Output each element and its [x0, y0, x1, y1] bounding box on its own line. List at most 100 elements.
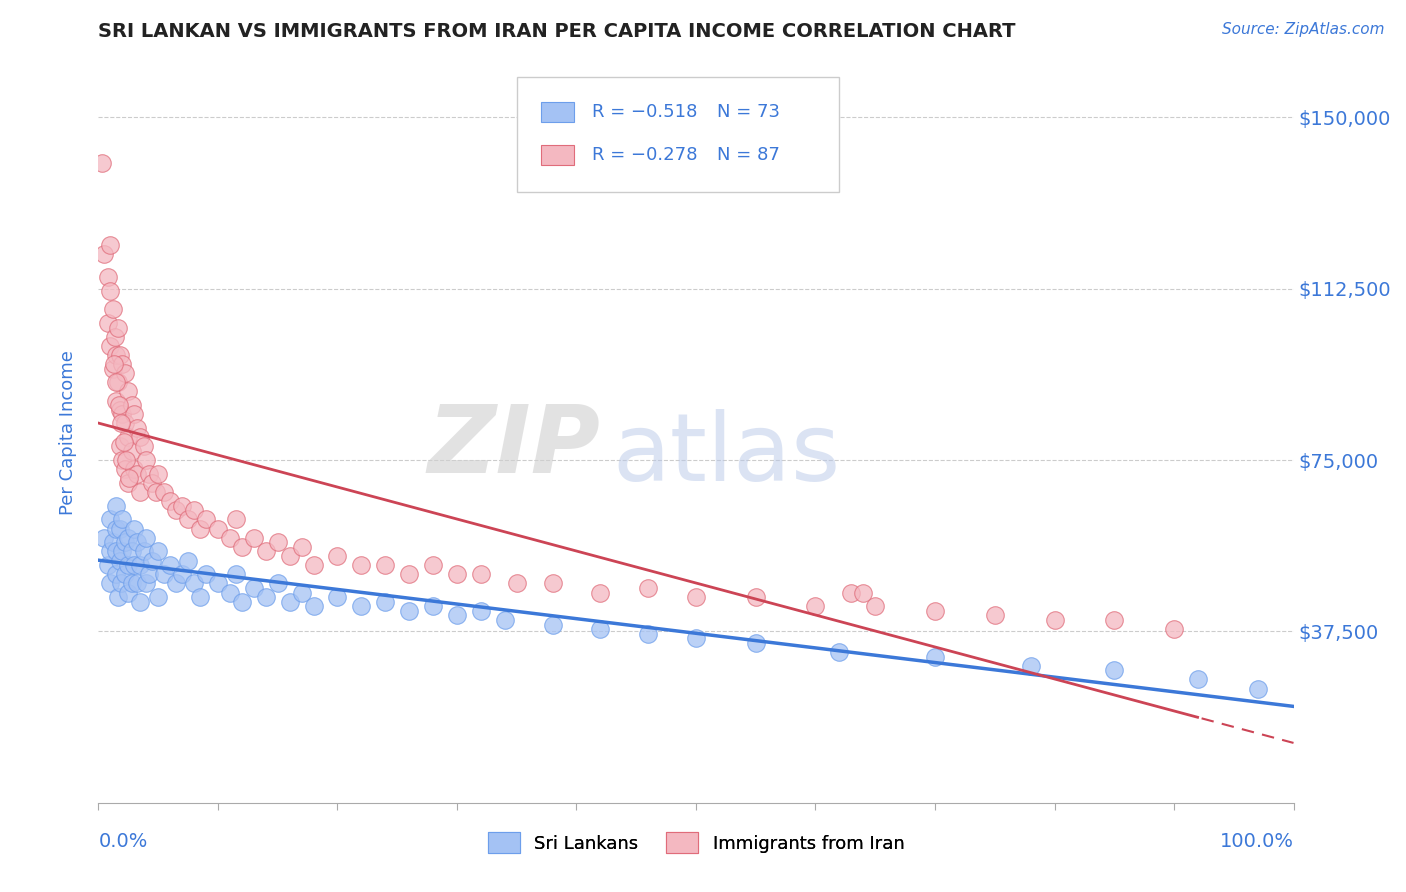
Point [98, 339, 122, 353]
Point [111, 544, 134, 558]
Point [111, 453, 134, 467]
Point [350, 558, 373, 573]
Point [108, 522, 131, 536]
Point [494, 613, 516, 627]
Point [111, 357, 134, 371]
Point [108, 348, 131, 362]
Point [828, 645, 851, 659]
Point [422, 558, 444, 573]
Point [470, 567, 492, 582]
Point [637, 581, 659, 595]
Point [291, 540, 314, 554]
Point [125, 467, 148, 481]
Point [924, 649, 946, 664]
Point [121, 398, 143, 412]
Point [117, 430, 139, 444]
Point [177, 553, 200, 567]
Point [101, 302, 124, 317]
Point [374, 595, 396, 609]
Point [125, 576, 148, 591]
Point [129, 485, 152, 500]
Text: 0.0%: 0.0% [98, 832, 148, 852]
Point [159, 558, 181, 573]
Point [110, 576, 132, 591]
Point [231, 540, 253, 554]
Point [132, 544, 155, 558]
Point [97, 558, 120, 573]
Point [135, 453, 157, 467]
Point [105, 499, 128, 513]
Text: R = −0.518: R = −0.518 [592, 103, 697, 121]
Point [98, 284, 122, 298]
Point [105, 376, 128, 390]
Point [804, 599, 827, 614]
Point [114, 535, 136, 549]
Point [172, 499, 194, 513]
Point [145, 485, 167, 500]
Point [165, 503, 187, 517]
Point [1104, 663, 1126, 677]
Point [148, 544, 170, 558]
Point [124, 522, 146, 536]
Y-axis label: Per Capita Income: Per Capita Income [59, 351, 77, 515]
Point [267, 576, 290, 591]
Point [111, 408, 134, 422]
Point [188, 590, 211, 604]
Point [541, 617, 564, 632]
Point [118, 471, 141, 485]
Point [129, 558, 152, 573]
Point [159, 494, 181, 508]
Point [141, 475, 163, 490]
Point [183, 503, 205, 517]
Point [138, 467, 160, 481]
Point [278, 595, 301, 609]
Point [541, 576, 564, 591]
Point [207, 576, 229, 591]
Point [326, 549, 349, 563]
Point [101, 361, 124, 376]
Point [446, 567, 468, 582]
Point [243, 581, 266, 595]
Point [984, 608, 1007, 623]
Point [589, 622, 612, 636]
Point [114, 417, 136, 431]
Text: N = 87: N = 87 [717, 146, 780, 164]
Point [121, 443, 143, 458]
FancyBboxPatch shape [517, 78, 839, 192]
Point [745, 636, 768, 650]
Point [114, 366, 136, 380]
Point [117, 475, 139, 490]
Point [1247, 681, 1270, 696]
Point [132, 439, 155, 453]
Point [219, 531, 242, 545]
Point [685, 632, 707, 646]
Point [91, 156, 114, 170]
Text: ZIP: ZIP [427, 401, 600, 493]
Point [637, 626, 659, 640]
Point [153, 485, 176, 500]
Point [98, 238, 122, 252]
Point [105, 393, 128, 408]
Point [141, 553, 163, 567]
Point [129, 595, 152, 609]
Point [924, 604, 946, 618]
Point [745, 590, 768, 604]
Point [278, 549, 301, 563]
Point [172, 567, 194, 582]
Point [108, 439, 131, 453]
Point [93, 247, 115, 261]
Point [243, 531, 266, 545]
Point [98, 576, 122, 591]
Point [105, 522, 128, 536]
Point [302, 599, 325, 614]
Point [114, 462, 136, 476]
Point [865, 599, 887, 614]
Point [1187, 673, 1209, 687]
Point [350, 599, 373, 614]
Point [207, 522, 229, 536]
Point [685, 590, 707, 604]
Point [254, 590, 277, 604]
Point [110, 417, 132, 431]
Point [470, 604, 492, 618]
Point [326, 590, 349, 604]
